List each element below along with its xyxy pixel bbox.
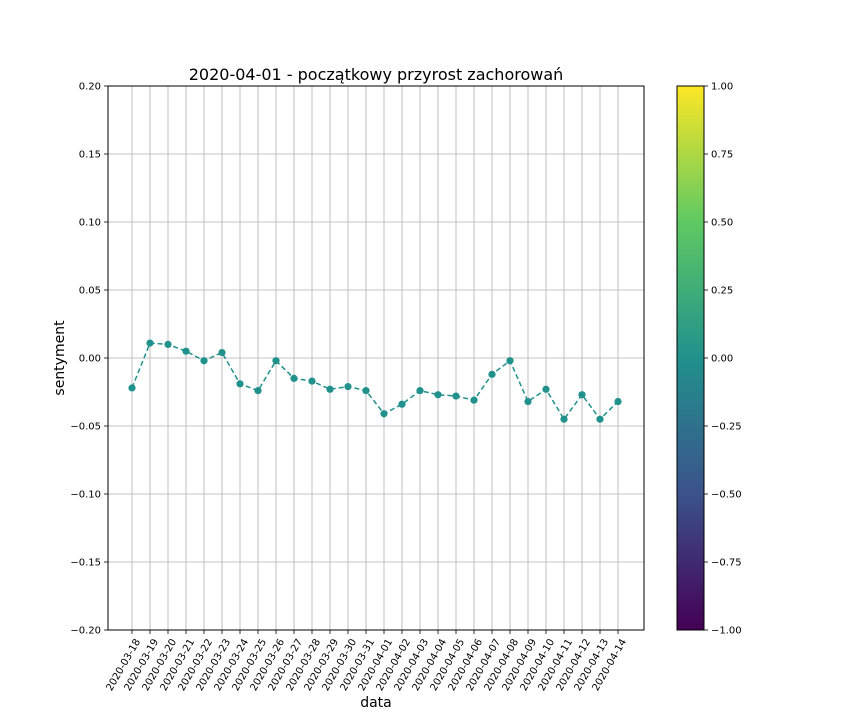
x-axis-title: data: [360, 695, 392, 711]
data-point: [362, 387, 370, 395]
colorbar-tick-label: −1.00: [711, 626, 742, 637]
data-point: [254, 387, 262, 395]
data-point: [344, 382, 352, 391]
y-axis-title: sentyment: [52, 320, 68, 396]
colorbar-tick-label: −0.25: [711, 422, 742, 433]
data-point: [524, 397, 532, 406]
data-point: [290, 374, 298, 382]
data-point: [578, 391, 586, 399]
colorbar-tick-label: −0.50: [711, 490, 742, 501]
data-point: [596, 415, 604, 423]
data-point: [218, 348, 226, 357]
y-tick-label: 0.05: [79, 286, 101, 297]
chart-title: 2020-04-01 - początkowy przyrost zachoro…: [189, 65, 564, 84]
data-point: [542, 385, 550, 393]
data-point: [506, 357, 514, 365]
data-point: [470, 396, 478, 404]
data-point: [560, 415, 568, 423]
data-point: [164, 340, 172, 348]
colorbar: [676, 85, 705, 631]
y-tick-label: 0.20: [79, 82, 101, 93]
data-point: [308, 377, 316, 385]
y-tick-label: 0.10: [79, 218, 101, 229]
colorbar-tick-label: 0.75: [711, 150, 733, 161]
data-point: [200, 357, 208, 365]
y-tick-label: −0.15: [70, 558, 101, 569]
grid-lines: [108, 85, 644, 631]
data-point: [434, 391, 442, 399]
colorbar-tick-label: 0.50: [711, 218, 733, 229]
data-series: [128, 339, 622, 423]
data-point: [398, 400, 406, 408]
data-point: [452, 392, 460, 400]
y-tick-label: −0.10: [70, 490, 101, 501]
data-point: [236, 380, 244, 388]
y-tick-label: 0.00: [79, 354, 101, 365]
colorbar-tick-label: −0.75: [711, 558, 742, 569]
colorbar-axis: −1.00 −0.75 −0.50 −0.25 0.00 0.25 0.50 0.75 1.00: [704, 82, 742, 637]
data-point: [146, 339, 154, 347]
colorbar-tick-label: 0.25: [711, 286, 733, 297]
data-point: [416, 387, 424, 395]
series-line: [131, 342, 619, 421]
data-point: [488, 370, 496, 378]
colorbar-tick-label: 1.00: [711, 82, 733, 93]
data-point: [380, 410, 388, 418]
y-tick-label: −0.20: [70, 626, 101, 637]
y-tick-label: 0.15: [79, 150, 101, 161]
data-point: [614, 397, 622, 406]
data-point: [182, 347, 190, 355]
colorbar-tick-label: 0.00: [711, 354, 733, 365]
data-point: [272, 357, 280, 365]
y-tick-label: −0.05: [70, 422, 101, 433]
data-point: [326, 385, 334, 393]
data-point: [128, 384, 136, 392]
